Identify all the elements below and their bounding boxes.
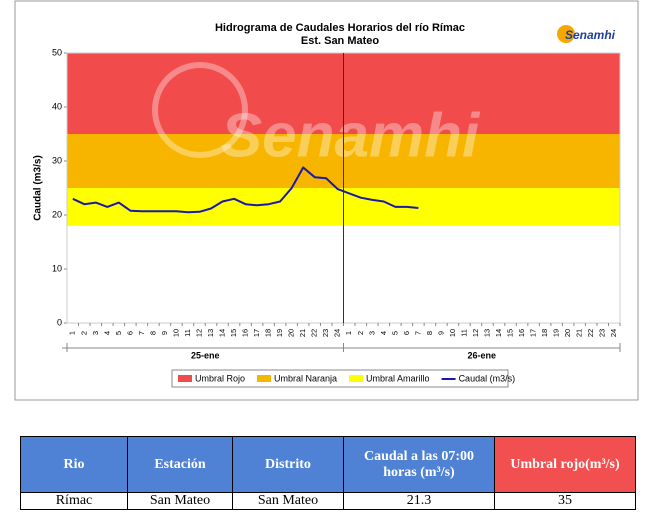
- watermark: Senamhi: [221, 101, 481, 170]
- cell: Rímac: [20, 492, 128, 510]
- x-tick-label: 19: [552, 329, 561, 337]
- x-tick-label: 9: [436, 331, 445, 335]
- x-tick-label: 6: [125, 331, 134, 335]
- x-tick-label: 14: [494, 329, 503, 337]
- logo-icon: [557, 25, 575, 43]
- y-tick-label: 10: [52, 263, 62, 273]
- x-tick-label: 3: [91, 331, 100, 335]
- group-label: 26-ene: [467, 350, 496, 360]
- legend-label: Umbral Amarillo: [366, 373, 430, 383]
- legend-label: Umbral Rojo: [195, 373, 245, 383]
- x-tick-label: 6: [402, 331, 411, 335]
- chart-subtitle: Est. San Mateo: [301, 35, 380, 47]
- x-tick-label: 13: [206, 329, 215, 337]
- legend-label: Caudal (m3/s): [459, 373, 516, 383]
- cell: 35: [494, 492, 636, 510]
- x-tick-label: 1: [344, 331, 353, 335]
- chart-title: Hidrograma de Caudales Horarios del río …: [215, 22, 465, 34]
- header-cell: Rio: [20, 436, 128, 493]
- x-tick-label: 15: [229, 329, 238, 337]
- x-tick-label: 17: [529, 329, 538, 337]
- x-tick-label: 22: [310, 329, 319, 337]
- x-tick-label: 8: [425, 331, 434, 335]
- group-label: 25-ene: [191, 350, 220, 360]
- x-tick-label: 24: [333, 329, 342, 337]
- x-tick-label: 12: [471, 329, 480, 337]
- x-tick-label: 7: [137, 331, 146, 335]
- x-tick-label: 18: [264, 329, 273, 337]
- x-tick-label: 8: [148, 331, 157, 335]
- x-tick-label: 5: [114, 331, 123, 335]
- x-tick-label: 10: [448, 329, 457, 337]
- x-tick-label: 12: [194, 329, 203, 337]
- y-tick-label: 0: [57, 317, 62, 327]
- watermark-icon: [152, 62, 248, 158]
- legend-box: [171, 369, 509, 388]
- x-tick-label: 23: [321, 329, 330, 337]
- y-tick-label: 20: [52, 209, 62, 219]
- chart: Hidrograma de Caudales Horarios del río …: [14, 0, 639, 401]
- header-cell: Caudal a las 07:00 horas (m³/s): [343, 436, 495, 493]
- x-tick-label: 19: [275, 329, 284, 337]
- x-tick-label: 5: [390, 331, 399, 335]
- cell: San Mateo: [127, 492, 233, 510]
- data-table: Rio Estación Distrito Caudal a las 07:00…: [20, 436, 636, 510]
- y-tick-label: 30: [52, 155, 62, 165]
- x-tick-label: 15: [506, 329, 515, 337]
- x-tick-label: 2: [79, 331, 88, 335]
- x-tick-label: 10: [171, 329, 180, 337]
- x-tick-label: 17: [252, 329, 261, 337]
- series-line: [72, 166, 419, 214]
- x-tick-label: 2: [356, 331, 365, 335]
- legend-swatch: [178, 375, 192, 382]
- y-tick-label: 50: [52, 47, 62, 57]
- legend-label: Umbral Naranja: [274, 373, 337, 383]
- cell: 21.3: [343, 492, 495, 510]
- logo: Senamhi: [565, 28, 616, 42]
- x-tick-label: 16: [517, 329, 526, 337]
- legend-swatch: [257, 375, 272, 382]
- x-tick-label: 24: [609, 329, 618, 337]
- cell: San Mateo: [232, 492, 344, 510]
- x-tick-label: 4: [102, 331, 111, 335]
- x-tick-label: 7: [413, 331, 422, 335]
- x-tick-label: 20: [563, 329, 572, 337]
- x-tick-label: 21: [298, 329, 307, 337]
- x-tick-label: 11: [459, 329, 468, 337]
- x-tick-label: 20: [287, 329, 296, 337]
- x-tick-label: 22: [586, 329, 595, 337]
- x-tick-label: 21: [575, 329, 584, 337]
- x-tick-label: 18: [540, 329, 549, 337]
- header-cell: Estación: [127, 436, 233, 493]
- header-cell: Distrito: [232, 436, 344, 493]
- x-tick-label: 16: [241, 329, 250, 337]
- y-axis-label: Caudal (m3/s): [33, 155, 44, 221]
- x-tick-label: 13: [482, 329, 491, 337]
- x-tick-label: 3: [367, 331, 376, 335]
- x-tick-label: 14: [218, 329, 227, 337]
- legend-swatch: [349, 375, 364, 382]
- x-tick-label: 4: [379, 331, 388, 335]
- x-tick-label: 23: [598, 329, 607, 337]
- x-tick-label: 11: [183, 329, 192, 337]
- x-tick-label: 9: [160, 331, 169, 335]
- x-tick-label: 1: [68, 331, 77, 335]
- y-tick-label: 40: [52, 101, 62, 111]
- header-cell: Umbral rojo(m³/s): [494, 436, 636, 493]
